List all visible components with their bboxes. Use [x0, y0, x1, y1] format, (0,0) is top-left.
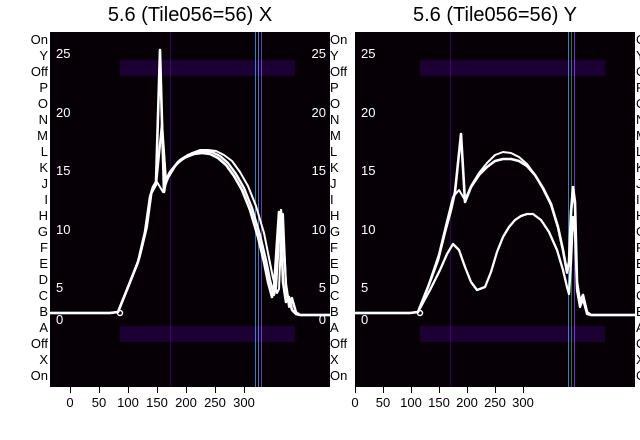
panel-x-ytick-25r: 25: [312, 46, 326, 61]
panel-x-top-colorstrip: [120, 32, 295, 60]
panel-y-ytick-20: 20: [361, 105, 375, 120]
panel-y-ytick-25: 25: [361, 46, 375, 61]
panel-y-main-heatmap: [420, 76, 605, 326]
panel-x-ytick-25: 25: [56, 46, 70, 61]
panel-x-ytick-0r: 0: [319, 312, 326, 327]
panel-x-ytick-10r: 10: [312, 222, 326, 237]
panel-y-top-colorstrip: [420, 32, 605, 60]
panel-x-ytick-5r: 5: [319, 280, 326, 295]
panel-x-off-strip: [120, 60, 295, 76]
panel-x-ytick-15: 15: [56, 163, 70, 178]
panel-x-ytick-5: 5: [56, 280, 63, 295]
panel-x-bottom-colorstrip: [120, 342, 295, 370]
panel-x-main-heatmap: [120, 76, 295, 326]
panel-x-ytick-10: 10: [56, 222, 70, 237]
panel-y-off-strip-bottom: [420, 326, 605, 342]
panel-y-off-strip: [420, 60, 605, 76]
panel-x-ytick-20r: 20: [312, 105, 326, 120]
panel-x-title: 5.6 (Tile056=56) X: [50, 4, 330, 27]
panel-x-off-strip-bottom: [120, 326, 295, 342]
panel-y-ytick-0: 0: [361, 312, 368, 327]
panel-y-ytick-10: 10: [361, 222, 375, 237]
panel-y-plot-area[interactable]: 25 20 15 10 5 0: [355, 32, 635, 387]
panel-x-plot-area[interactable]: 25 20 15 10 5 0 25 20 15 10 5 0: [50, 32, 330, 387]
panel-x-ytick-0: 0: [56, 312, 63, 327]
panel-x-ytick-20: 20: [56, 105, 70, 120]
panel-y-ytick-15: 15: [361, 163, 375, 178]
panel-y-ytick-5: 5: [361, 280, 368, 295]
panel-y-title: 5.6 (Tile056=56) Y: [355, 4, 635, 27]
panel-y-bottom-colorstrip: [420, 342, 605, 370]
dual-spectrogram-chart: 5.6 (Tile056=56) X: [0, 0, 640, 440]
panel-x-ytick-15r: 15: [312, 163, 326, 178]
